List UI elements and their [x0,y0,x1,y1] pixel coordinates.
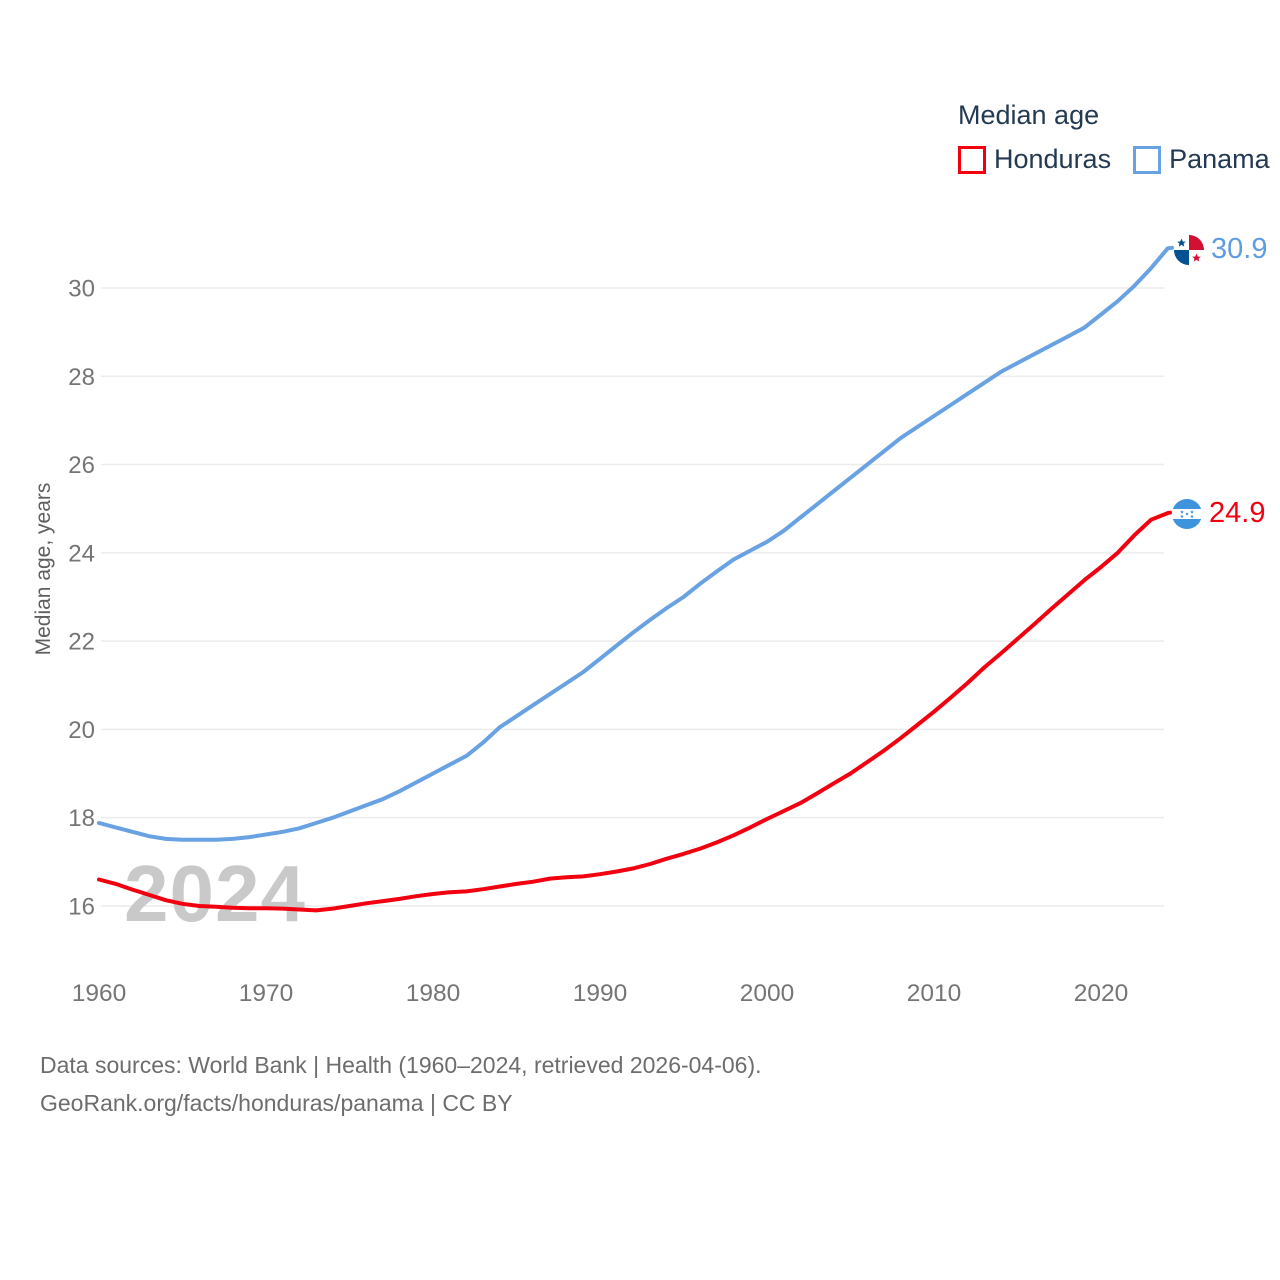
legend-label-honduras: Honduras [994,144,1112,174]
chart-footer: Data sources: World Bank | Health (1960–… [40,1046,762,1122]
x-tick-label: 1960 [72,980,127,1007]
x-tick-label: 2020 [1074,980,1129,1007]
legend-title: Median age [958,100,1100,130]
y-tick-label: 28 [68,364,95,391]
panama-end-value: 30.9 [1211,233,1268,265]
legend: Median age Honduras Panama [958,100,1270,175]
honduras-line [97,510,1172,913]
y-tick-label: 18 [68,805,95,832]
honduras-end-value: 24.9 [1209,497,1266,529]
y-tick-label: 20 [68,717,95,744]
y-tick-label: 30 [68,276,95,303]
panama-flag-icon [1174,234,1204,265]
y-tick-label: 24 [68,540,95,567]
legend-label-panama: Panama [1169,144,1270,174]
x-tick-label: 1980 [406,980,461,1007]
panama-line [97,245,1174,842]
panama-end-marker: 30.9 [1174,233,1267,266]
legend-item-honduras[interactable]: Honduras [958,144,1111,175]
y-tick-label: 26 [68,452,95,479]
panama-series-checkbox[interactable] [1133,145,1162,174]
attribution-line: GeoRank.org/facts/honduras/panama | CC B… [40,1090,513,1116]
y-axis-title: Median age, years [32,482,55,656]
x-tick-label: 1990 [573,980,628,1007]
x-tick-label: 2000 [740,980,795,1007]
data-sources-line: Data sources: World Bank | Health (1960–… [40,1052,762,1078]
legend-item-panama[interactable]: Panama [1133,144,1270,175]
x-tick-label: 1970 [239,980,294,1007]
honduras-end-marker: 24.9 [1172,497,1265,530]
y-tick-label: 16 [68,893,95,920]
x-tick-label: 2010 [907,980,962,1007]
honduras-series-checkbox[interactable] [958,145,986,174]
honduras-flag-icon [1172,498,1202,529]
legend-items: Honduras Panama [958,144,1270,175]
y-tick-label: 22 [68,629,95,656]
year-watermark: 2024 [124,849,306,938]
